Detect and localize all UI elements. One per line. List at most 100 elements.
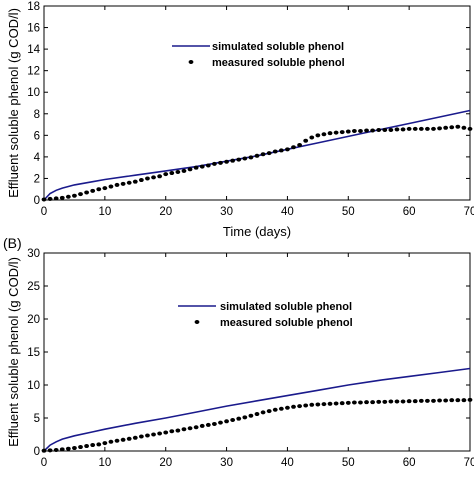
measured-data-point <box>248 155 254 160</box>
measured-data-point <box>443 125 449 130</box>
measured-data-point <box>278 148 284 153</box>
simulated-series-line <box>43 367 471 452</box>
measured-data-point <box>224 159 229 164</box>
measured-data-point <box>358 129 363 134</box>
measured-data-point <box>418 126 424 131</box>
measured-data-point <box>151 432 156 437</box>
measured-data-point <box>467 397 473 402</box>
measured-data-point <box>376 399 382 404</box>
measured-data-point <box>169 171 175 176</box>
measured-data-point <box>199 423 205 428</box>
measured-data-point <box>108 439 114 444</box>
measured-data-point <box>327 401 333 406</box>
x-tick-label: 50 <box>342 206 355 218</box>
y-tick-label: 18 <box>27 1 40 13</box>
measured-data-point <box>145 176 150 181</box>
legend-marker-swatch <box>188 60 194 64</box>
measured-data-point <box>394 127 400 132</box>
measured-data-point <box>303 403 309 408</box>
measured-data-point <box>254 412 260 417</box>
measured-data-point <box>291 404 296 409</box>
measured-data-point <box>59 447 65 452</box>
measured-data-point <box>370 400 376 405</box>
measured-data-point <box>358 400 363 405</box>
measured-data-point <box>370 128 376 133</box>
measured-data-point <box>315 402 321 407</box>
measured-data-point <box>315 133 321 138</box>
measured-data-point <box>345 129 351 134</box>
measured-data-point <box>47 196 53 201</box>
measured-data-point <box>187 426 193 431</box>
x-tick-label: 0 <box>41 457 47 469</box>
y-tick-label: 15 <box>27 347 40 359</box>
measured-data-point <box>84 190 89 195</box>
measured-data-point <box>437 126 442 131</box>
x-tick-label: 20 <box>159 206 172 218</box>
measured-data-point <box>394 399 400 404</box>
measured-data-point <box>412 399 418 404</box>
measured-data-point <box>175 428 181 433</box>
measured-data-point <box>181 168 187 173</box>
measured-data-point <box>163 172 169 177</box>
measured-data-point <box>327 131 333 136</box>
x-tick-label: 70 <box>464 457 474 469</box>
legend-label-simulated: simulated soluble phenol <box>220 301 352 313</box>
measured-data-point <box>224 419 229 424</box>
measured-data-point <box>126 180 132 185</box>
measured-data-point <box>187 167 193 172</box>
measured-data-point <box>236 416 242 421</box>
measured-data-point <box>400 399 406 404</box>
x-tick-label: 20 <box>159 457 172 469</box>
y-tick-label: 8 <box>34 109 40 121</box>
x-tick-label: 60 <box>403 206 416 218</box>
measured-data-point <box>382 127 388 132</box>
measured-data-point <box>437 398 442 403</box>
measured-data-point <box>181 427 187 432</box>
measured-data-point <box>120 437 126 442</box>
measured-data-point <box>388 127 394 132</box>
measured-data-point <box>333 130 339 135</box>
measured-data-point <box>132 179 138 184</box>
measured-data-point <box>272 407 278 412</box>
measured-data-point <box>272 149 278 154</box>
measured-data-point <box>236 157 242 162</box>
measured-data-point <box>193 165 199 170</box>
measured-data-point <box>461 125 467 130</box>
x-tick-label: 0 <box>41 206 47 218</box>
y-tick-label: 12 <box>27 66 40 78</box>
measured-data-point <box>157 174 163 179</box>
legend-label-measured: measured soluble phenol <box>220 317 353 329</box>
measured-data-point <box>278 406 284 411</box>
measured-data-point <box>78 192 83 197</box>
measured-data-point <box>412 126 418 131</box>
measured-data-point <box>321 402 327 407</box>
measured-data-point <box>364 128 369 133</box>
measured-data-point <box>65 194 71 199</box>
measured-data-point <box>53 448 59 453</box>
measured-data-point <box>339 130 345 135</box>
measured-data-point <box>285 147 290 152</box>
measured-data-point <box>157 431 163 436</box>
measured-data-point <box>132 435 138 440</box>
measured-data-point <box>425 126 430 131</box>
measured-data-point <box>351 129 357 134</box>
measured-data-point <box>449 398 455 403</box>
panel-b: 0 10 20 30 40 50 60 70 0 5 10 15 20 25 30 Effluent solu… <box>3 235 474 469</box>
measured-data-point <box>303 138 309 143</box>
measured-data-point <box>90 443 96 448</box>
measured-data-point <box>78 445 83 450</box>
measured-data-point <box>230 158 236 163</box>
measured-data-point <box>96 442 102 447</box>
measured-data-point <box>455 124 461 129</box>
measured-data-point <box>218 160 223 165</box>
measured-data-point <box>467 126 473 131</box>
measured-data-point <box>400 127 406 132</box>
y-tick-label: 14 <box>27 44 40 56</box>
y-tick-label: 16 <box>27 23 40 35</box>
x-tick-label: 10 <box>98 206 111 218</box>
x-tick-label: 50 <box>342 457 355 469</box>
panel-a: 0 10 20 30 40 50 60 70 0 2 4 6 8 10 12 14 16 18 Effluent s… <box>6 1 474 239</box>
measured-data-point <box>212 421 217 426</box>
measured-data-point <box>108 184 114 189</box>
